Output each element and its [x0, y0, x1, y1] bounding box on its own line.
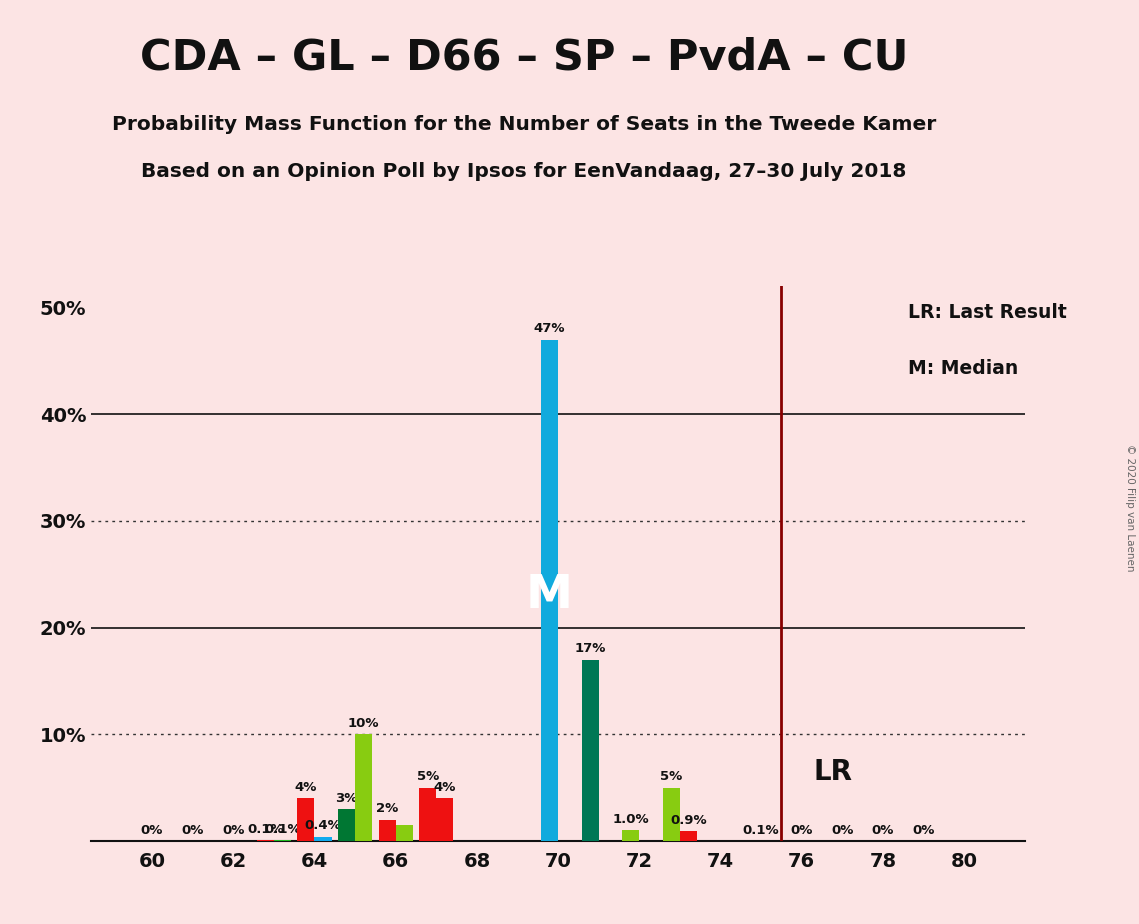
Text: © 2020 Filip van Laenen: © 2020 Filip van Laenen — [1125, 444, 1134, 572]
Bar — [663, 787, 680, 841]
Text: LR: Last Result: LR: Last Result — [909, 303, 1067, 322]
Bar — [273, 840, 290, 841]
Text: 0%: 0% — [181, 823, 204, 836]
Text: 0.4%: 0.4% — [304, 820, 342, 833]
Text: 4%: 4% — [295, 781, 317, 794]
Text: 0%: 0% — [790, 823, 813, 836]
Text: 1.0%: 1.0% — [613, 813, 649, 826]
Bar — [582, 660, 599, 841]
Text: 17%: 17% — [574, 642, 606, 655]
Text: M: M — [526, 573, 573, 618]
Bar — [314, 836, 331, 841]
Text: 47%: 47% — [534, 322, 565, 335]
Text: 0%: 0% — [912, 823, 935, 836]
Bar — [436, 798, 453, 841]
Bar — [395, 825, 412, 841]
Bar — [419, 787, 436, 841]
Bar — [680, 832, 697, 841]
Bar — [378, 820, 395, 841]
Text: 3%: 3% — [335, 792, 358, 805]
Text: 0%: 0% — [831, 823, 853, 836]
Text: M: Median: M: Median — [909, 359, 1018, 378]
Bar — [338, 808, 355, 841]
Text: 0.9%: 0.9% — [670, 814, 707, 827]
Text: Probability Mass Function for the Number of Seats in the Tweede Kamer: Probability Mass Function for the Number… — [112, 116, 936, 135]
Bar — [355, 735, 372, 841]
Bar — [541, 340, 558, 841]
Text: LR: LR — [814, 758, 853, 785]
Text: 0.1%: 0.1% — [264, 822, 301, 835]
Text: CDA – GL – D66 – SP – PvdA – CU: CDA – GL – D66 – SP – PvdA – CU — [140, 37, 908, 79]
Bar — [297, 798, 314, 841]
Text: 0%: 0% — [222, 823, 245, 836]
Text: 5%: 5% — [661, 771, 682, 784]
Text: Based on an Opinion Poll by Ipsos for EenVandaag, 27–30 July 2018: Based on an Opinion Poll by Ipsos for Ee… — [141, 162, 907, 181]
Text: 4%: 4% — [434, 781, 456, 794]
Text: 2%: 2% — [376, 802, 399, 815]
Text: 0%: 0% — [141, 823, 163, 836]
Text: 0.1%: 0.1% — [247, 822, 284, 835]
Text: 5%: 5% — [417, 771, 439, 784]
Text: 10%: 10% — [347, 717, 379, 730]
Text: 0.1%: 0.1% — [743, 823, 779, 836]
Bar — [256, 840, 273, 841]
Text: 0%: 0% — [871, 823, 894, 836]
Bar — [622, 830, 639, 841]
